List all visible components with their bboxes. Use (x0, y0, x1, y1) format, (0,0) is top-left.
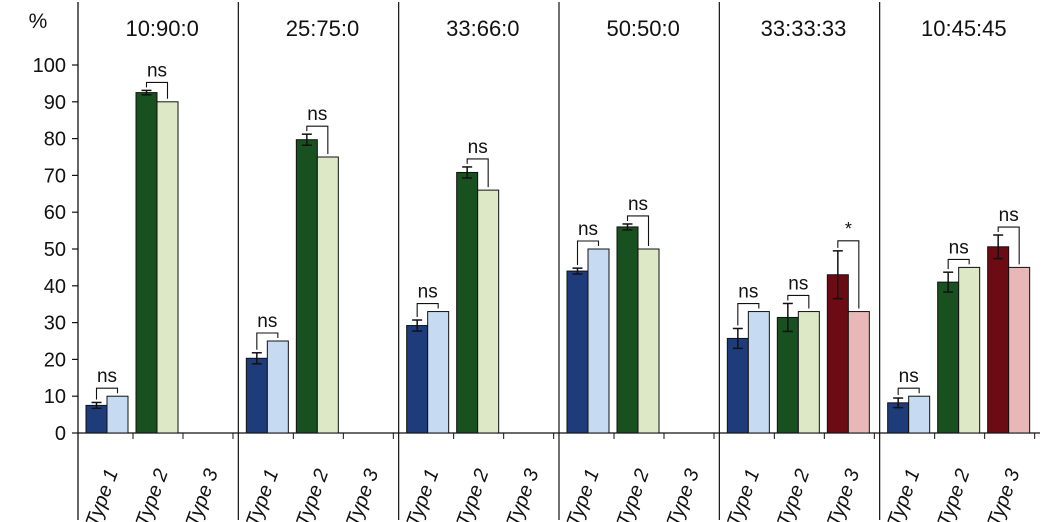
significance-label: ns (97, 366, 117, 387)
category-label: Type 1 (563, 466, 604, 522)
y-tick-label: 100 (33, 55, 66, 77)
y-tick-label: 80 (44, 129, 66, 151)
category-label: Type 2 (292, 466, 333, 522)
significance-bracket (576, 240, 600, 266)
measured-bar (937, 281, 960, 434)
significance-label: ns (788, 273, 808, 294)
category-label: Type 2 (452, 466, 493, 522)
significance-bracket (626, 215, 650, 246)
expected-bar (156, 101, 179, 434)
y-tick-label: 10 (44, 386, 66, 408)
measured-bar (456, 171, 479, 434)
expected-bar (106, 395, 129, 434)
measured-bar (406, 325, 429, 434)
category-label: Type 2 (613, 466, 654, 522)
measured-bar (566, 270, 589, 434)
significance-label: * (845, 219, 852, 239)
significance-bracket (787, 294, 810, 309)
significance-label: ns (949, 237, 969, 258)
y-tick-label: 50 (44, 239, 66, 261)
y-tick-label: 40 (44, 276, 66, 298)
significance-bracket (897, 387, 920, 396)
expected-bar (797, 311, 820, 434)
significance-label: ns (418, 282, 438, 303)
significance-label: ns (738, 282, 758, 303)
y-tick-label: 90 (44, 92, 66, 114)
group-title: 33:66:0 (446, 16, 519, 41)
measured-bar (295, 139, 318, 434)
y-tick-label: 70 (44, 165, 66, 187)
significance-label: ns (999, 205, 1019, 226)
expected-bar (847, 311, 870, 434)
measured-bar (776, 316, 799, 434)
significance-bracket (256, 332, 279, 350)
category-label: Type 1 (82, 466, 123, 522)
expected-bar (477, 189, 500, 434)
category-label: Type 1 (242, 466, 283, 522)
significance-bracket (997, 226, 1020, 265)
category-label: Type 2 (132, 466, 173, 522)
y-axis-unit-label: % (29, 10, 48, 33)
expected-bar (747, 311, 770, 434)
group-title: 33:33:33 (761, 16, 847, 41)
category-label: Type 3 (182, 466, 223, 522)
expected-bar (1008, 266, 1031, 434)
significance-bracket (466, 158, 489, 188)
significance-bracket (306, 125, 329, 154)
y-tick-label: 0 (55, 423, 66, 445)
y-tick-label: 20 (44, 349, 66, 371)
category-label: Type 3 (823, 466, 864, 522)
significance-label: ns (468, 137, 488, 158)
axes-layer (72, 2, 1040, 520)
significance-label: ns (899, 366, 919, 387)
significance-bracket (837, 240, 860, 309)
significance-label: ns (628, 194, 648, 215)
measured-bar (85, 404, 108, 434)
measured-bar (987, 246, 1010, 434)
measured-bar (245, 357, 268, 434)
significance-label: ns (578, 219, 598, 240)
y-tick-label: 60 (44, 202, 66, 224)
expected-bar (908, 395, 931, 434)
category-label: Type 2 (773, 466, 814, 522)
group-title: 50:50:0 (606, 16, 679, 41)
group-title: 10:90:0 (125, 16, 198, 41)
category-label: Type 3 (663, 466, 704, 522)
expected-bar (266, 340, 289, 434)
category-label: Type 3 (342, 466, 383, 522)
expected-bar (958, 266, 981, 434)
significance-label: ns (257, 311, 277, 332)
bars-layer (85, 81, 1031, 434)
group-title: 25:75:0 (286, 16, 359, 41)
expected-bar (427, 311, 450, 434)
category-label: Type 1 (723, 466, 764, 522)
measured-bar (726, 337, 749, 434)
significance-bracket (416, 303, 439, 318)
measured-bar (616, 226, 639, 434)
significance-bracket (95, 387, 119, 400)
expected-bar (587, 248, 610, 434)
measured-bar (135, 92, 158, 434)
significance-bracket (737, 303, 760, 326)
category-label: Type 3 (502, 466, 543, 522)
significance-label: ns (307, 104, 327, 125)
expected-bar (637, 248, 660, 434)
significance-bracket (145, 81, 169, 99)
group-title: 10:45:45 (921, 16, 1007, 41)
category-label: Type 3 (983, 466, 1024, 522)
significance-bracket (947, 258, 970, 270)
category-label: Type 1 (402, 466, 443, 522)
y-tick-label: 30 (44, 313, 66, 335)
category-label: Type 2 (933, 466, 974, 522)
category-label: Type 1 (883, 466, 924, 522)
expected-bar (316, 156, 339, 434)
significance-label: ns (147, 60, 167, 81)
